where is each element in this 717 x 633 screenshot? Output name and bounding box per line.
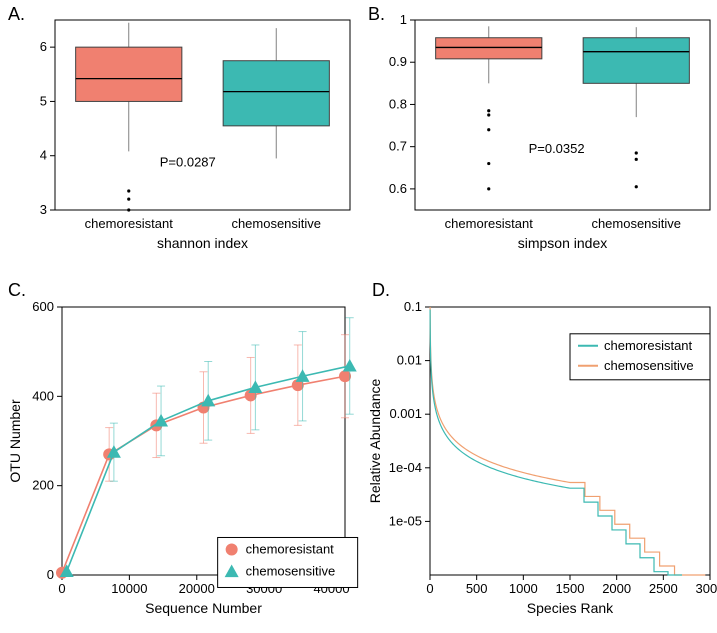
svg-text:2500: 2500 <box>649 581 678 596</box>
panel-c-rarefaction: 0100002000030000400000200400600Sequence … <box>0 295 360 630</box>
svg-text:shannon index: shannon index <box>157 235 248 251</box>
svg-text:1500: 1500 <box>556 581 585 596</box>
svg-text:10000: 10000 <box>111 581 147 596</box>
svg-text:3: 3 <box>40 202 47 217</box>
svg-text:Species Rank: Species Rank <box>527 600 614 616</box>
svg-text:500: 500 <box>466 581 488 596</box>
svg-text:5: 5 <box>40 93 47 108</box>
svg-text:Relative Abundance: Relative Abundance <box>367 379 383 504</box>
svg-text:Sequence Number: Sequence Number <box>145 600 262 616</box>
svg-text:200: 200 <box>32 478 54 493</box>
svg-text:1000: 1000 <box>509 581 538 596</box>
svg-text:0.9: 0.9 <box>389 54 407 69</box>
svg-text:chemosensitive: chemosensitive <box>246 563 336 578</box>
svg-text:chemosensitive: chemosensitive <box>231 216 321 231</box>
svg-text:0.1: 0.1 <box>404 299 422 314</box>
panel-d-rank-abundance: 0 500 1000 1500 2000 2500 3000 1e-05 1e-04 0.001 0… <box>360 295 717 630</box>
svg-text:2000: 2000 <box>602 581 631 596</box>
svg-text:OTU Number: OTU Number <box>7 399 23 483</box>
svg-text:0.8: 0.8 <box>389 96 407 111</box>
svg-text:chemoresistant: chemoresistant <box>246 541 335 556</box>
svg-text:1: 1 <box>400 12 407 27</box>
svg-text:20000: 20000 <box>179 581 215 596</box>
svg-text:0: 0 <box>47 567 54 582</box>
svg-text:chemoresistant: chemoresistant <box>85 216 174 231</box>
svg-text:simpson index: simpson index <box>518 235 608 251</box>
svg-text:0.01: 0.01 <box>397 353 422 368</box>
panel-b-boxplot: 0.6 0.7 0.8 0.9 1 chemoresistant chemosensitiv… <box>360 10 717 270</box>
svg-text:6: 6 <box>40 39 47 54</box>
svg-text:1e-05: 1e-05 <box>389 513 422 528</box>
svg-text:chemoresistant: chemoresistant <box>604 338 693 353</box>
svg-text:600: 600 <box>32 299 54 314</box>
svg-text:0.7: 0.7 <box>389 139 407 154</box>
svg-text:chemosensitive: chemosensitive <box>591 216 681 231</box>
svg-text:P=0.0287: P=0.0287 <box>160 154 216 169</box>
svg-text:chemoresistant: chemoresistant <box>445 216 534 231</box>
panel-a-boxplot: 3 4 5 6 chemoresistant chemosensitive shannon … <box>0 10 360 270</box>
figure: A. B. C. D. 3456chemoresistantchemosensi… <box>0 0 717 633</box>
svg-text:3000: 3000 <box>696 581 717 596</box>
svg-text:1e-04: 1e-04 <box>389 460 422 475</box>
svg-text:0: 0 <box>426 581 433 596</box>
svg-text:0: 0 <box>58 581 65 596</box>
svg-text:400: 400 <box>32 388 54 403</box>
svg-text:4: 4 <box>40 148 47 163</box>
svg-text:P=0.0352: P=0.0352 <box>529 141 585 156</box>
svg-text:0.6: 0.6 <box>389 181 407 196</box>
svg-text:chemosensitive: chemosensitive <box>604 358 694 373</box>
svg-text:0.001: 0.001 <box>389 406 422 421</box>
